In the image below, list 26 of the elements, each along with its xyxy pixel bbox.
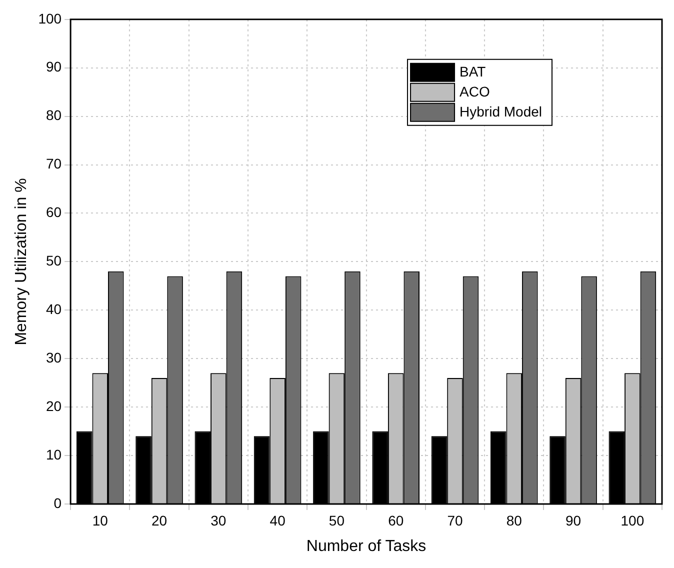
y-tick-label: 50	[46, 252, 62, 269]
y-tick-label: 30	[46, 349, 62, 366]
x-tick-label: 10	[92, 512, 108, 528]
y-tick-label: 20	[46, 398, 62, 414]
x-tick-label: 50	[328, 512, 345, 528]
legend-label: BAT	[460, 63, 486, 80]
y-tick-label: 70	[46, 156, 62, 172]
y-tick-label: 40	[46, 301, 62, 318]
y-axis-title: Memory Utilization in %	[13, 178, 30, 346]
y-tick-label: 90	[46, 58, 62, 75]
y-tick-label: 80	[46, 107, 62, 124]
y-tick-label: 10	[46, 446, 62, 462]
y-tick-label: 100	[38, 10, 62, 26]
x-tick-label: 100	[620, 512, 644, 528]
x-tick-label: 70	[447, 512, 463, 528]
legend-label: ACO	[460, 83, 490, 100]
x-tick-label: 40	[270, 512, 286, 528]
x-axis-title: Number of Tasks	[306, 538, 426, 555]
y-tick-label: 0	[54, 494, 62, 511]
x-tick-label: 60	[388, 512, 404, 528]
x-tick-label: 80	[506, 512, 522, 528]
x-tick-label: 90	[565, 512, 582, 528]
legend-label: Hybrid Model	[460, 103, 542, 120]
y-tick-label: 60	[46, 204, 62, 220]
x-tick-label: 30	[210, 512, 226, 528]
x-tick-label: 20	[151, 512, 168, 528]
